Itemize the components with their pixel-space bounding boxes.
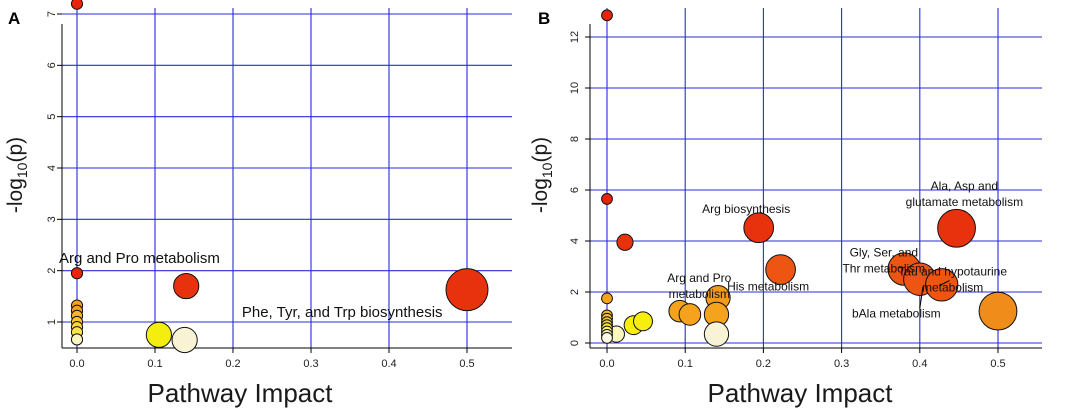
- x-axis-label: Pathway Impact: [708, 378, 894, 408]
- y-tick-label: 4: [46, 165, 58, 171]
- y-axis-label: -log10(p): [529, 137, 555, 213]
- data-point: [145, 321, 172, 348]
- data-point: [743, 212, 775, 244]
- y-tick-label: 8: [569, 136, 581, 142]
- data-point: [70, 0, 84, 10]
- x-tick-label: 0.1: [147, 358, 162, 370]
- annotation-leader: [939, 280, 950, 287]
- y-tick-label: 0: [569, 340, 581, 346]
- x-tick-label: 0.2: [756, 358, 771, 370]
- data-point: [601, 292, 613, 305]
- y-tick-label: 5: [46, 114, 58, 120]
- y-axis-label-tail: (p): [4, 137, 27, 163]
- y-tick-label: 12: [569, 31, 581, 43]
- data-point: [445, 268, 489, 312]
- y-axis-label-tail: (p): [529, 137, 552, 163]
- x-axis-label: Pathway Impact: [148, 378, 334, 408]
- annotation-line: Arg and Pro: [667, 271, 731, 285]
- x-tick-label: 0.5: [990, 358, 1005, 370]
- data-point: [601, 332, 613, 344]
- panel-letter: B: [538, 9, 550, 28]
- data-point: [70, 267, 84, 280]
- data-point: [678, 303, 702, 326]
- y-tick-label: 3: [46, 216, 58, 222]
- data-point: [616, 233, 634, 251]
- x-tick-label: 0.2: [225, 358, 240, 370]
- annotation-line: His metabolism: [727, 280, 809, 294]
- chart-panel-a: 0.0 0.1 0.2 0.3 0.4 0.5 1 2 3 4 5 6 7 A Pathway Impact…: [4, 0, 512, 408]
- y-axis-label-subscript: 10: [539, 162, 555, 178]
- y-tick-label: 1: [46, 319, 58, 325]
- data-point: [70, 333, 84, 346]
- panel-letter: A: [8, 9, 20, 28]
- y-axis-label-subscript: 10: [14, 162, 30, 178]
- x-tick-label: 0.4: [381, 358, 396, 370]
- x-tick-label: 0.1: [678, 358, 693, 370]
- x-tick-label: 0.0: [599, 358, 614, 370]
- annotation-line: glutamate metabolism: [906, 195, 1023, 209]
- annotation-line: Phe, Tyr, and Trp biosynthesis: [242, 304, 443, 321]
- annotation-line: metabolism: [922, 280, 983, 294]
- data-point: [633, 311, 653, 332]
- annotation-line: Thr metabolism: [842, 261, 925, 275]
- data-point: [978, 291, 1018, 331]
- annotation-line: Gly, Ser, and: [850, 245, 918, 259]
- y-axis-label-main: -log: [529, 178, 552, 213]
- y-tick-label: 4: [569, 238, 581, 244]
- y-tick-label: 6: [46, 62, 58, 68]
- annotation-line: metabolism: [669, 287, 730, 301]
- y-tick-label: 7: [46, 11, 58, 17]
- y-tick-label: 10: [569, 82, 581, 94]
- x-tick-label: 0.5: [459, 358, 474, 370]
- data-point: [703, 321, 730, 347]
- annotation-leader: [919, 286, 924, 309]
- x-tick-label: 0.3: [303, 358, 318, 370]
- x-tick-label: 0.0: [69, 358, 84, 370]
- data-point: [173, 272, 200, 300]
- point-annotation: Ala, Asp and glutamate metabolism: [906, 179, 1023, 209]
- y-tick-label: 2: [46, 268, 58, 274]
- point-annotation: Arg and Pro metabolism: [667, 271, 731, 301]
- x-tick-label: 0.3: [834, 358, 849, 370]
- x-tick-label: 0.4: [912, 358, 927, 370]
- point-annotation: His metabolism: [727, 280, 809, 294]
- annotation-line: Ala, Asp and: [931, 179, 998, 193]
- point-annotation: bAla metabolism: [852, 307, 941, 321]
- annotation-line: Arg biosynthesis: [702, 202, 790, 216]
- data-point: [601, 9, 613, 22]
- y-axis-label-main: -log: [4, 178, 27, 213]
- data-point: [171, 326, 198, 354]
- y-tick-label: 6: [569, 187, 581, 193]
- annotation-line: Arg and Pro metabolism: [59, 250, 220, 267]
- point-annotation: Arg biosynthesis: [702, 202, 790, 216]
- annotation-line: Tau and hypotaurine: [898, 264, 1007, 278]
- chart-panel-b: 0.0 0.1 0.2 0.3 0.4 0.5 0 2 4 6 8 10 12 B Pathway Impa…: [529, 8, 1042, 408]
- data-point: [601, 193, 613, 205]
- data-point: [937, 208, 976, 248]
- annotation-line: bAla metabolism: [852, 307, 941, 321]
- y-axis-label: -log10(p): [4, 137, 30, 213]
- point-annotation: Arg and Pro metabolism: [59, 250, 220, 267]
- y-tick-label: 2: [569, 289, 581, 295]
- point-annotation: Tau and hypotaurine metabolism: [898, 264, 1007, 294]
- point-annotation: Phe, Tyr, and Trp biosynthesis: [242, 304, 443, 321]
- data-point: [765, 254, 796, 285]
- point-annotation: Gly, Ser, and Thr metabolism: [842, 245, 925, 275]
